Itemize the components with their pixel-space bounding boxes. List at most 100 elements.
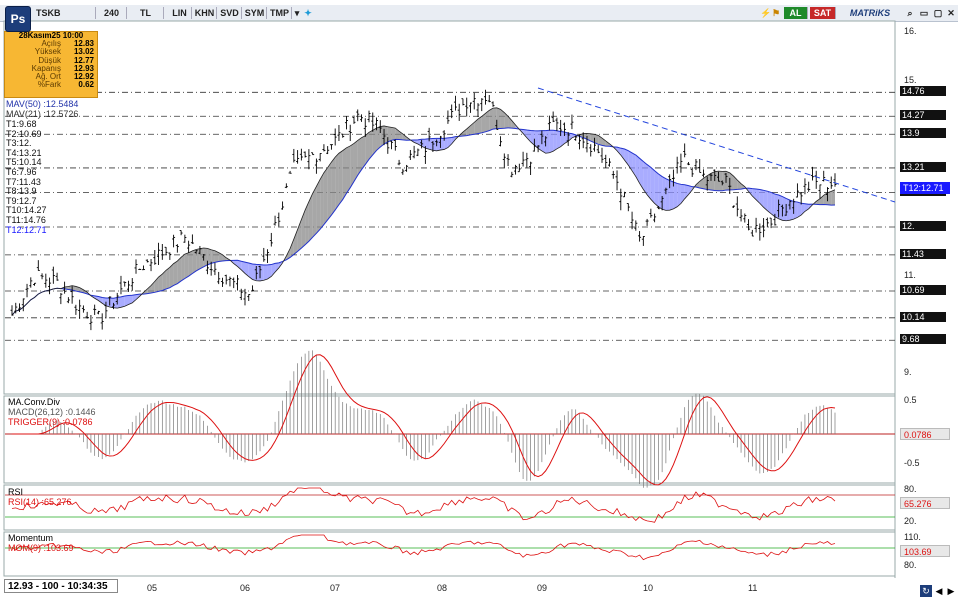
price-bar — [33, 282, 37, 286]
macd-histogram — [5, 350, 895, 488]
ribbon-segment — [617, 147, 621, 156]
price-axis-tick: 15. — [904, 74, 917, 85]
price-bar — [777, 199, 781, 218]
ohlc-infobox: 28Kasım25 10:00 Açılış 12.83 Yüksek 13.02 … — [4, 31, 98, 98]
price-bar — [416, 148, 420, 157]
price-bar — [29, 277, 33, 288]
ribbon-segment — [534, 130, 539, 149]
ribbon-segment — [756, 188, 760, 204]
sync-icon[interactable]: ↻ — [920, 585, 932, 597]
search-icon[interactable]: ⌕ — [907, 8, 913, 18]
ribbon-segment — [286, 248, 291, 260]
price-bar — [115, 292, 119, 305]
price-bar — [686, 162, 690, 166]
price-bar — [799, 192, 803, 205]
ribbon-segment — [778, 194, 783, 221]
scale-tmp[interactable]: TMP — [268, 7, 292, 19]
price-bar — [198, 245, 202, 255]
scroll-left-icon[interactable]: ◀ — [935, 586, 943, 596]
price-bar — [698, 159, 702, 173]
price-bar — [175, 244, 179, 253]
chevron-down-icon[interactable]: ▾ — [294, 8, 300, 18]
price-bar — [720, 180, 724, 186]
macd-axis-tick: 0.5 — [904, 395, 917, 405]
ribbon-segment — [831, 189, 835, 206]
price-bar — [739, 209, 743, 222]
macd-tag: 0.0786 — [900, 428, 950, 440]
minimize-icon[interactable]: ▭ — [919, 8, 929, 18]
price-bar — [626, 203, 630, 212]
scale-svd[interactable]: SVD — [218, 7, 242, 19]
alarm-icon[interactable]: ⚑ — [771, 8, 781, 18]
date-tick: 10 — [643, 583, 654, 593]
price-bar — [487, 95, 491, 103]
ribbon-segment — [350, 143, 354, 188]
period-field[interactable]: 240 — [97, 7, 127, 19]
currency-field[interactable]: TL — [128, 7, 164, 19]
scale-khn[interactable]: KHN — [193, 7, 217, 19]
trend-line[interactable] — [537, 87, 896, 203]
price-bar — [337, 125, 341, 142]
price-bar — [769, 217, 773, 229]
price-bar — [78, 299, 82, 319]
infobox-date: 28Kasım25 10:00 — [18, 31, 84, 40]
price-bar — [408, 149, 412, 161]
infobox-value: 0.62 — [78, 80, 94, 90]
price-bar — [641, 236, 645, 246]
ribbon-segment — [707, 173, 711, 191]
price-bar — [435, 139, 439, 147]
price-bar — [630, 211, 634, 230]
maximize-icon[interactable]: ▢ — [933, 8, 943, 18]
momentum-axis-tick: 110. — [904, 532, 921, 542]
ribbon-segment — [560, 131, 565, 147]
ribbon-segment — [508, 116, 512, 129]
scale-lin[interactable]: LIN — [168, 7, 192, 19]
ribbon-segment — [395, 128, 400, 140]
price-bar — [123, 281, 127, 287]
ribbon-segment — [252, 264, 257, 281]
app-badge[interactable]: Ps — [5, 6, 31, 32]
ribbon-segment — [485, 110, 490, 132]
twitter-icon[interactable]: ✦ — [304, 8, 312, 18]
price-bar — [570, 114, 574, 130]
price-bar — [85, 311, 89, 319]
price-bar — [694, 159, 698, 171]
infobox-key: %Fark — [37, 80, 61, 90]
scale-sym[interactable]: SYM — [243, 7, 267, 19]
ribbon-segment — [526, 130, 531, 142]
ribbon-segment — [594, 134, 599, 145]
date-tick: 05 — [147, 583, 158, 593]
price-bar — [10, 305, 14, 316]
price-bar — [615, 170, 619, 191]
flash-icon[interactable]: ⚡ — [760, 8, 772, 18]
price-bar — [326, 146, 330, 155]
ribbon-segment — [628, 150, 633, 171]
ribbon-segment — [361, 135, 366, 170]
ribbon-segment — [669, 180, 674, 211]
ribbon-segment — [530, 130, 535, 146]
target-label: T11:14.76 — [6, 215, 46, 225]
price-bar — [371, 112, 375, 132]
ribbon-segment — [767, 191, 772, 214]
price-bar — [574, 135, 578, 141]
price-bar — [446, 110, 450, 124]
price-bar — [795, 183, 799, 198]
symbol-field[interactable]: TSKB — [34, 7, 96, 19]
price-bar — [59, 293, 63, 305]
price-bar — [202, 254, 206, 261]
price-bar — [401, 168, 405, 175]
ribbon-segment — [635, 155, 640, 184]
ribbon-segment — [346, 145, 351, 194]
close-icon[interactable]: ✕ — [947, 8, 955, 18]
price-bar — [792, 198, 796, 214]
price-axis-tick: 11.43 — [900, 248, 946, 259]
ribbon-segment — [256, 264, 261, 281]
ribbon-segment — [338, 150, 343, 205]
ribbon-segment — [327, 162, 332, 220]
price-bar — [750, 229, 754, 237]
ribbon-segment — [109, 297, 114, 308]
scroll-right-icon[interactable]: ▶ — [947, 586, 955, 596]
sell-button[interactable]: SAT — [810, 7, 836, 19]
ribbon-segment — [729, 172, 734, 190]
buy-button[interactable]: AL — [784, 7, 808, 19]
